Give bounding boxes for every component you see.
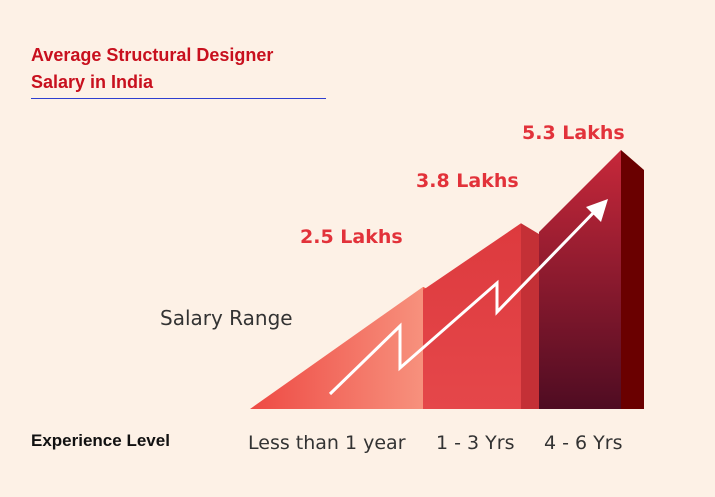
x-tick-label-3: 4 - 6 Yrs (544, 432, 623, 454)
bar-1-3-yrs (423, 223, 521, 409)
trend-arrow-head (586, 199, 608, 222)
title-underline (31, 98, 326, 99)
value-label-3: 5.3 Lakhs (522, 122, 625, 144)
x-axis-label: Experience Level (31, 431, 170, 450)
bar-3-side (621, 150, 644, 409)
value-label-1: 2.5 Lakhs (300, 226, 403, 248)
x-tick-label-1: Less than 1 year (248, 432, 406, 454)
value-label-2: 3.8 Lakhs (416, 170, 519, 192)
trend-arrow (328, 199, 608, 396)
bar-less-than-1-year (250, 286, 423, 409)
chart-title-line-1: Average Structural Designer (31, 45, 274, 65)
bar-2-side (521, 223, 541, 409)
x-tick-label-2: 1 - 3 Yrs (436, 432, 515, 454)
chart-title: Average Structural Designer Salary in In… (31, 42, 273, 96)
y-axis-label: Salary Range (160, 306, 293, 330)
chart-title-line-2: Salary in India (31, 72, 154, 92)
trend-arrow-line (328, 204, 602, 396)
bar-4-6-yrs (539, 150, 621, 409)
